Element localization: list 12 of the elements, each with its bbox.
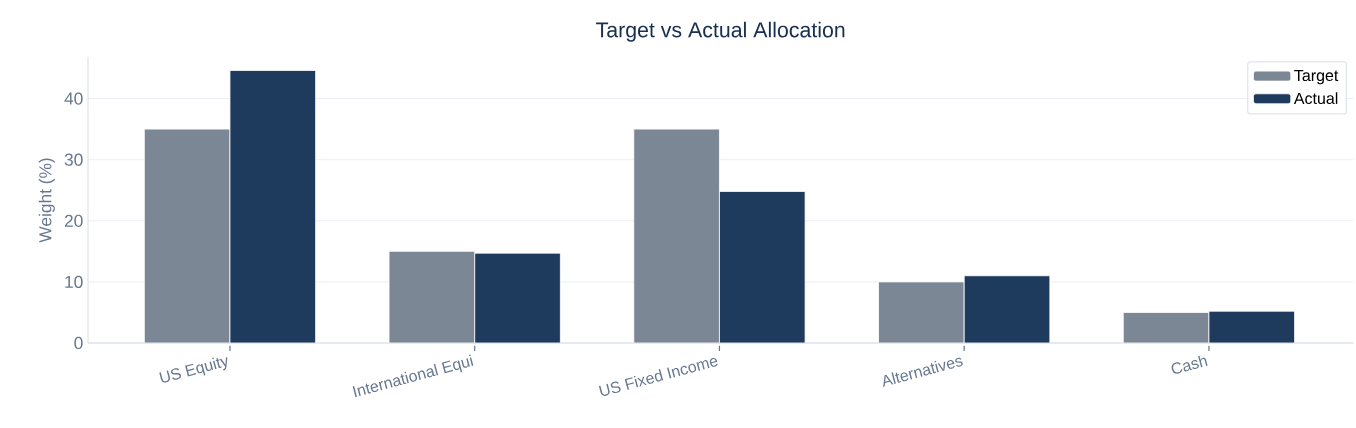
y-tick-label: 40 (64, 92, 83, 105)
x-tick-label: Cash (1171, 355, 1208, 374)
y-tick-label: 30 (64, 153, 83, 166)
x-tick-label: US Fixed Income (598, 357, 718, 396)
x-tick-label: US Equity (159, 357, 228, 383)
chart-title: Target vs Actual Allocation (596, 21, 845, 42)
y-tick-label: 10 (65, 275, 83, 289)
y-tick-label: 0 (74, 336, 83, 350)
legend-label: Target (1294, 69, 1339, 85)
y-tick-label: 20 (64, 214, 83, 227)
y-axis-title: Weight (%) (38, 158, 55, 243)
legend-label: Actual (1293, 92, 1338, 105)
